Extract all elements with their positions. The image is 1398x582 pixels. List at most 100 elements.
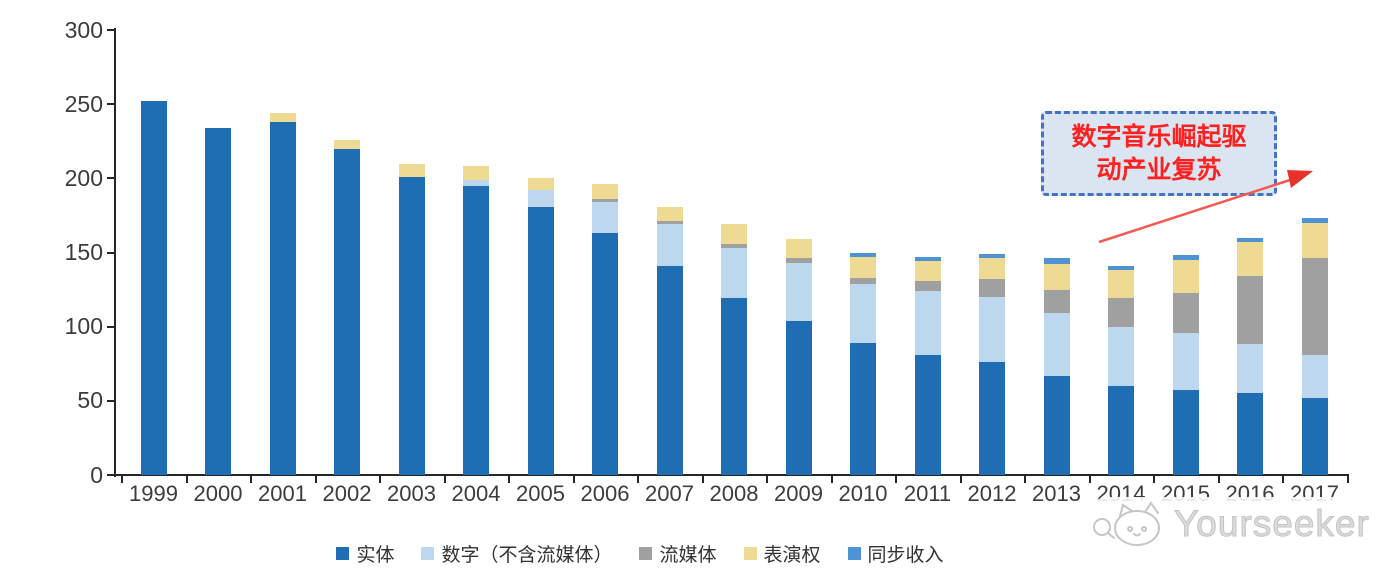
bar-segment-表演权 bbox=[527, 178, 554, 191]
bar-segment-数字（不含流媒体） bbox=[1237, 344, 1263, 394]
x-axis-tick bbox=[443, 476, 446, 483]
bar-2015 bbox=[1172, 0, 1199, 475]
y-axis-tick-label: 100 bbox=[64, 313, 103, 340]
y-axis-tick bbox=[107, 474, 115, 476]
y-axis-tick-label: 200 bbox=[64, 164, 103, 191]
x-axis-tick bbox=[1217, 476, 1220, 483]
x-axis-tick-label-2013: 2013 bbox=[1032, 481, 1081, 506]
x-axis-tick bbox=[185, 476, 188, 483]
y-axis-tick bbox=[107, 103, 115, 106]
x-axis-tick bbox=[1088, 476, 1091, 483]
bar-segment-表演权 bbox=[592, 184, 618, 200]
legend-label: 表演权 bbox=[763, 545, 821, 566]
bar-2006 bbox=[592, 0, 618, 475]
bar-segment-数字（不含流媒体） bbox=[785, 262, 812, 321]
bar-1999 bbox=[140, 0, 167, 475]
legend-swatch-icon bbox=[743, 547, 757, 560]
x-axis-tick-label-2006: 2006 bbox=[580, 481, 630, 506]
bar-segment-实体 bbox=[398, 176, 425, 475]
x-axis-tick-label-2012: 2012 bbox=[967, 481, 1017, 506]
chart-legend: 实体 数字（不含流媒体） 流媒体 表演权 同步收入 bbox=[0, 540, 1280, 567]
bar-segment-同步收入 bbox=[1043, 258, 1070, 265]
x-axis-tick bbox=[637, 476, 640, 483]
bar-segment-实体 bbox=[914, 354, 941, 475]
bar-2012 bbox=[979, 0, 1005, 475]
x-axis-tick bbox=[314, 476, 317, 483]
y-axis-tick-label: 150 bbox=[64, 239, 103, 265]
bar-2017 bbox=[1301, 0, 1328, 475]
bar-2010 bbox=[850, 0, 876, 475]
legend-item: 数字（不含流媒体） bbox=[421, 540, 612, 567]
y-axis-tick-label: 50 bbox=[77, 387, 103, 414]
bar-segment-同步收入 bbox=[979, 253, 1005, 259]
bar-segment-表演权 bbox=[334, 139, 360, 149]
annotation-text-line2: 动产业复苏 bbox=[1096, 155, 1222, 184]
x-axis-tick-label-2003: 2003 bbox=[387, 481, 436, 506]
legend-label: 流媒体 bbox=[659, 545, 717, 566]
bar-segment-表演权 bbox=[463, 166, 489, 180]
bar-segment-同步收入 bbox=[914, 256, 941, 262]
bar-segment-流媒体 bbox=[592, 199, 618, 203]
y-axis-tick-label: 250 bbox=[64, 90, 103, 117]
watermark-brand: Yourseeker bbox=[1174, 503, 1370, 545]
y-axis-tick bbox=[107, 29, 115, 31]
bar-segment-实体 bbox=[1043, 375, 1070, 475]
bar-segment-表演权 bbox=[914, 261, 941, 281]
bar-2014 bbox=[1108, 0, 1134, 475]
x-axis-tick bbox=[959, 476, 962, 483]
bar-segment-实体 bbox=[140, 101, 167, 475]
bar-segment-表演权 bbox=[785, 239, 812, 259]
bar-2001 bbox=[269, 0, 296, 475]
annotation-text-line1: 数字音乐崛起驱 bbox=[1071, 122, 1247, 151]
bar-segment-实体 bbox=[1108, 386, 1134, 475]
bar-segment-数字（不含流媒体） bbox=[1108, 326, 1134, 386]
legend-item: 实体 bbox=[336, 540, 394, 567]
cat-doodle-icon bbox=[1093, 501, 1160, 546]
bar-segment-实体 bbox=[205, 127, 231, 475]
bar-segment-数字（不含流媒体） bbox=[592, 202, 618, 234]
bar-segment-流媒体 bbox=[850, 277, 876, 284]
bar-segment-实体 bbox=[1172, 390, 1199, 475]
bar-2004 bbox=[463, 0, 489, 475]
x-axis-tick-label-2002: 2002 bbox=[322, 481, 372, 506]
bar-segment-表演权 bbox=[850, 256, 876, 278]
bar-segment-表演权 bbox=[1237, 242, 1263, 277]
bar-2016 bbox=[1237, 0, 1263, 475]
legend-item: 表演权 bbox=[743, 540, 821, 567]
x-axis-tick bbox=[701, 476, 704, 483]
bar-segment-表演权 bbox=[656, 206, 683, 222]
bar-segment-流媒体 bbox=[1108, 298, 1134, 327]
y-axis-tick-label: 300 bbox=[64, 16, 103, 43]
bar-segment-实体 bbox=[1237, 393, 1263, 475]
bar-2008 bbox=[721, 0, 747, 475]
x-axis-tick bbox=[1282, 476, 1285, 483]
x-axis-tick bbox=[1346, 476, 1349, 483]
legend-label: 实体 bbox=[356, 545, 395, 566]
bar-segment-实体 bbox=[721, 298, 747, 475]
y-axis-tick-label: 0 bbox=[90, 461, 103, 488]
bar-segment-实体 bbox=[1301, 397, 1328, 475]
bar-segment-表演权 bbox=[269, 113, 296, 122]
x-axis-tick bbox=[1024, 476, 1027, 483]
bar-segment-数字（不含流媒体） bbox=[1301, 354, 1328, 398]
bar-segment-实体 bbox=[592, 233, 618, 475]
bar-2009 bbox=[785, 0, 812, 475]
bar-segment-同步收入 bbox=[1301, 218, 1328, 223]
bar-segment-流媒体 bbox=[914, 280, 941, 292]
bar-segment-实体 bbox=[463, 185, 489, 475]
bar-segment-实体 bbox=[979, 362, 1005, 475]
legend-label: 同步收入 bbox=[867, 545, 944, 566]
x-axis-tick bbox=[572, 476, 575, 483]
x-axis-tick-label-2004: 2004 bbox=[451, 481, 501, 506]
bar-segment-表演权 bbox=[979, 258, 1005, 280]
x-axis-tick-label-2008: 2008 bbox=[709, 481, 759, 506]
legend-label: 数字（不含流媒体） bbox=[441, 545, 613, 566]
bar-segment-流媒体 bbox=[1301, 258, 1328, 355]
legend-swatch-icon bbox=[847, 547, 861, 560]
bar-2005 bbox=[527, 0, 554, 475]
bar-segment-流媒体 bbox=[979, 279, 1005, 297]
x-axis-tick-label-2010: 2010 bbox=[838, 481, 888, 506]
bar-segment-数字（不含流媒体） bbox=[850, 283, 876, 343]
y-axis-tick bbox=[107, 251, 115, 254]
